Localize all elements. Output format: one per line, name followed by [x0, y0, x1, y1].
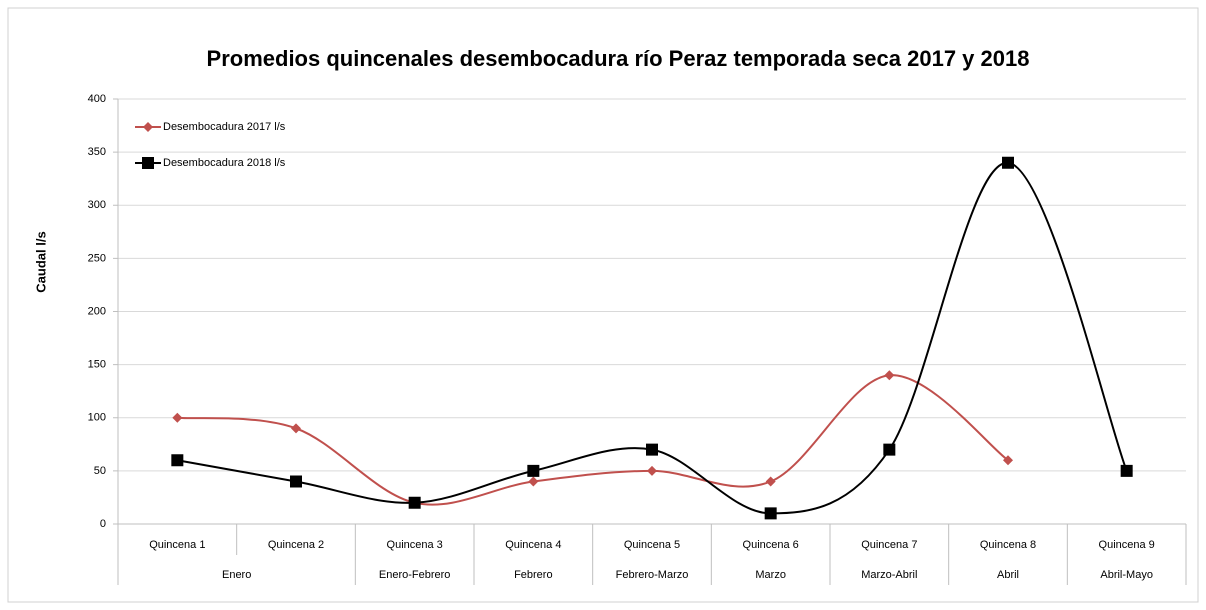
marker	[527, 464, 540, 477]
marker	[142, 157, 154, 169]
group-label: Enero-Febrero	[379, 569, 451, 581]
marker	[291, 423, 301, 434]
marker	[528, 476, 539, 487]
x-tick-label: Quincena 4	[505, 539, 561, 551]
y-tick-label: 250	[88, 252, 106, 264]
series-line	[177, 374, 1009, 506]
y-tick-label: 200	[88, 305, 106, 317]
group-label: Abril-Mayo	[1100, 569, 1153, 581]
marker	[408, 496, 421, 509]
y-tick-label: 350	[88, 146, 106, 158]
legend-label: Desembocadura 2018 l/s	[163, 157, 286, 169]
legend-label: Desembocadura 2017 l/s	[163, 121, 286, 133]
group-label: Abril	[997, 569, 1019, 581]
group-label: Febrero-Marzo	[616, 569, 689, 581]
x-tick-label: Quincena 6	[743, 539, 799, 551]
chart-title: Promedios quincenales desembocadura río …	[207, 46, 1030, 71]
marker	[646, 443, 658, 456]
x-tick-label: Quincena 3	[387, 539, 443, 551]
y-tick-label: 150	[88, 359, 106, 371]
x-tick-label: Quincena 9	[1099, 539, 1155, 551]
y-tick-label: 0	[100, 518, 106, 530]
group-label: Enero	[222, 569, 251, 581]
marker	[1002, 156, 1014, 169]
marker	[172, 412, 183, 423]
marker	[764, 507, 777, 520]
x-tick-label: Quincena 8	[980, 539, 1036, 551]
group-label: Marzo	[755, 569, 786, 581]
x-tick-label: Quincena 1	[149, 539, 205, 551]
x-tick-label: Quincena 2	[268, 539, 324, 551]
x-tick-label: Quincena 7	[861, 539, 917, 551]
y-tick-label: 100	[88, 412, 106, 424]
marker	[647, 465, 657, 476]
chart-border	[7, 7, 1199, 603]
marker	[171, 454, 184, 467]
y-tick-label: 300	[88, 199, 106, 211]
marker	[290, 475, 302, 488]
group-label: Febrero	[514, 569, 553, 581]
marker	[884, 370, 895, 381]
y-tick-label: 400	[88, 93, 106, 105]
marker	[1120, 464, 1133, 477]
group-label: Marzo-Abril	[861, 569, 917, 581]
marker	[143, 122, 153, 132]
x-tick-label: Quincena 5	[624, 539, 680, 551]
y-axis-label: Caudal l/s	[33, 231, 48, 292]
marker	[765, 476, 776, 487]
marker	[1003, 455, 1013, 466]
marker	[883, 443, 896, 456]
y-tick-label: 50	[94, 465, 106, 477]
